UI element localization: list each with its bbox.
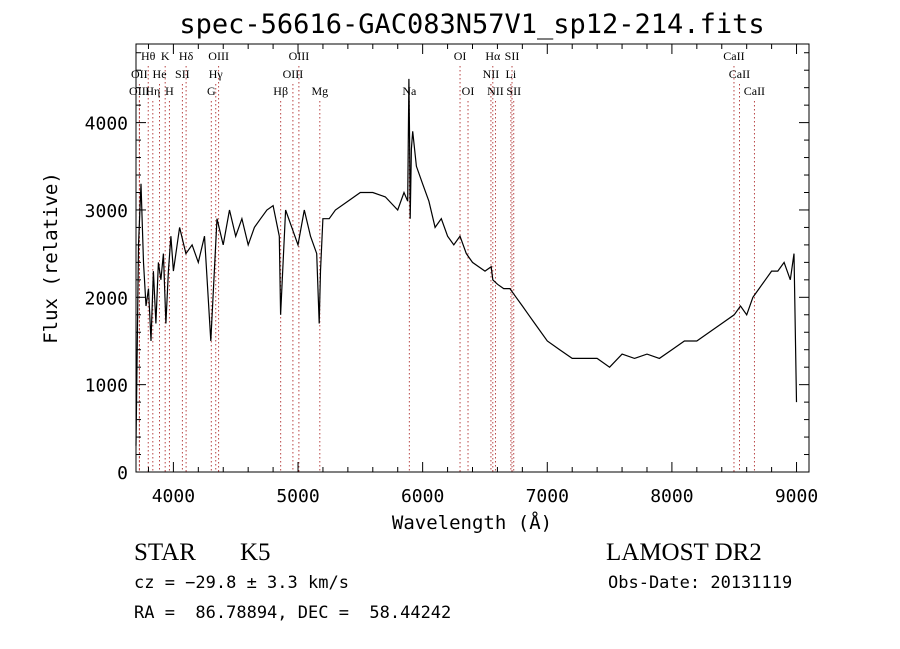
spectral-line-label: Hδ	[179, 49, 194, 63]
spectral-line-label: NII	[483, 67, 500, 81]
observation-date: Obs-Date: 20131119	[608, 573, 793, 593]
spectral-line-label: Hη	[145, 84, 160, 98]
spectral-line-label: SII	[175, 67, 190, 81]
x-tick-label: 6000	[401, 486, 444, 507]
spectral-line-label: SII	[505, 49, 520, 63]
spectral-line-markers	[138, 66, 755, 472]
x-tick-label: 7000	[526, 486, 569, 507]
spectral-line-label: SII	[506, 84, 521, 98]
spectral-line-label: CaII	[729, 67, 750, 81]
spectral-line-label: NII	[487, 84, 504, 98]
spectral-line-label: OIII	[208, 49, 229, 63]
spectral-line-label: G	[207, 84, 216, 98]
y-tick-label: 4000	[85, 114, 128, 135]
spectral-line-label: CaII	[744, 84, 765, 98]
redshift-velocity: cz = −29.8 ± 3.3 km/s	[134, 573, 349, 593]
spectral-line-label: OI	[454, 49, 467, 63]
spectral-subclass: K5	[240, 539, 271, 566]
x-axis-label: Wavelength (Å)	[392, 511, 552, 534]
x-tick-label: 9000	[775, 486, 818, 507]
y-axis-label: Flux (relative)	[40, 172, 62, 344]
sky-coordinates: RA = 86.78894, DEC = 58.44242	[134, 603, 452, 623]
spectral-line-labels: Hθ K Hδ OIII OIII OI Hα SII CaII OII He SII Hγ OIII NI…	[129, 49, 765, 98]
axis-ticks	[136, 44, 809, 473]
spectral-line-label: Mg	[311, 84, 328, 98]
spectrum-line	[135, 78, 798, 446]
spectral-line-label: OIII	[283, 67, 304, 81]
y-tick-label: 1000	[85, 376, 128, 397]
y-tick-label: 0	[117, 463, 128, 484]
spectral-line-label: OIII	[129, 84, 150, 98]
object-class: STAR	[134, 539, 196, 566]
spectral-line-label: Hβ	[273, 84, 288, 98]
survey-name: LAMOST DR2	[606, 539, 762, 566]
chart-title: spec-56616-GAC083N57V1_sp12-214.fits	[179, 9, 764, 40]
y-tick-label: 2000	[85, 288, 128, 309]
spectral-line-label: OIII	[289, 49, 310, 63]
spectral-line-label: H	[165, 84, 174, 98]
x-tick-label: 5000	[276, 486, 319, 507]
x-tick-label: 8000	[650, 486, 693, 507]
x-tick-labels: 4000 5000 6000 7000 8000 9000	[152, 486, 819, 507]
y-tick-labels: 0 1000 2000 3000 4000	[85, 114, 128, 484]
spectral-line-label: Hα	[485, 49, 501, 63]
spectral-line-label: CaII	[723, 49, 744, 63]
spectral-line-label: K	[161, 49, 170, 63]
spectral-line-label: Li	[506, 67, 517, 81]
spectral-line-label: OI	[462, 84, 475, 98]
spectral-line-label: He	[153, 67, 167, 81]
plot-frame	[135, 43, 810, 473]
y-tick-label: 3000	[85, 201, 128, 222]
spectral-line-label: Hγ	[209, 67, 224, 81]
spectral-line-label: Hθ	[141, 49, 156, 63]
spectral-line-label: OII	[131, 67, 148, 81]
x-tick-label: 4000	[152, 486, 195, 507]
spectral-line-label: Na	[402, 84, 417, 98]
